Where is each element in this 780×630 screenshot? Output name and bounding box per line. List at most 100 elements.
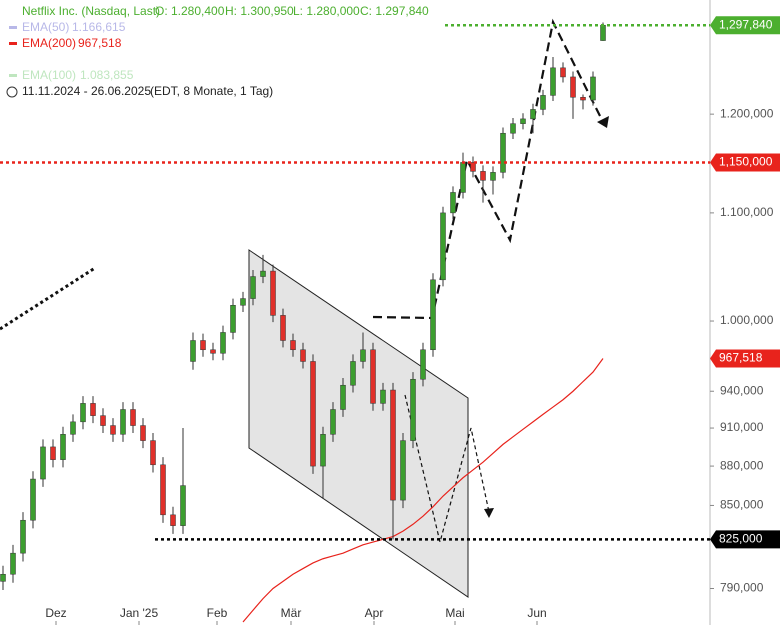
ohlc: L: 1.280,000 <box>293 4 360 18</box>
candle-body <box>360 349 366 362</box>
candle-body <box>130 409 136 426</box>
y-tick-label: 850,000 <box>720 498 764 512</box>
candle-body <box>250 276 256 299</box>
candle-body <box>460 162 466 193</box>
candle-body <box>260 270 266 277</box>
range-note: (EDT, 8 Monate, 1 Tag) <box>150 84 273 98</box>
candle-body <box>480 171 486 181</box>
candle-body <box>590 76 596 101</box>
x-tick-label: Feb <box>207 606 228 620</box>
legend-name: EMA(50) <box>22 20 69 34</box>
candle-body <box>40 446 46 480</box>
candle-body <box>390 389 396 501</box>
candle-body <box>0 573 6 582</box>
candle-body <box>240 298 246 306</box>
candle-body <box>30 478 36 521</box>
candle-body <box>520 118 526 124</box>
legend-swatch <box>9 26 17 29</box>
candle-body <box>140 425 146 441</box>
candle-body <box>90 403 96 416</box>
price-badge <box>710 16 780 35</box>
legend-name: EMA(100) <box>22 68 76 82</box>
candle-body <box>150 440 156 466</box>
badge-label: 1,150,000 <box>719 155 773 169</box>
price-badge <box>710 349 780 368</box>
candle-body <box>570 76 576 98</box>
candle-body <box>190 340 196 362</box>
candle-body <box>160 464 166 516</box>
candle-body <box>470 162 476 172</box>
candle-body <box>210 349 216 354</box>
candle-body <box>420 349 426 380</box>
price-badge <box>710 153 780 172</box>
clock-icon <box>6 86 18 98</box>
candle-body <box>310 361 316 467</box>
ema-line <box>242 358 604 623</box>
candle-body <box>270 270 276 316</box>
candle-body <box>550 67 556 96</box>
y-tick-label: 1.200,000 <box>720 106 774 120</box>
badge-label: 967,518 <box>719 351 763 365</box>
candle-body <box>200 340 206 351</box>
date-range: 11.11.2024 - 26.06.2025 <box>22 84 151 98</box>
candle-body <box>580 97 586 101</box>
ohlc: O: 1.280,400 <box>155 4 225 18</box>
legend-name: EMA(200) <box>22 36 76 50</box>
candle-body <box>450 192 456 214</box>
x-tick-label: Dez <box>45 606 66 620</box>
title: Netflix Inc. (Nasdaq, Last) <box>22 4 160 18</box>
candle-body <box>220 332 226 354</box>
candle-body <box>560 67 566 78</box>
x-tick-label: Jan '25 <box>120 606 159 620</box>
y-tick-label: 880,000 <box>720 458 764 472</box>
price-badge <box>710 530 780 549</box>
y-tick-label: 1.100,000 <box>720 205 774 219</box>
candle-body <box>350 361 356 386</box>
candle-body <box>330 409 336 435</box>
candle-body <box>430 279 436 351</box>
y-tick-label: 790,000 <box>720 581 764 595</box>
candle-body <box>70 421 76 435</box>
x-tick-label: Jun <box>527 606 546 620</box>
candle-body <box>80 403 86 423</box>
legend-value: 1.083,855 <box>80 68 134 82</box>
legend-value: 967,518 <box>78 36 122 50</box>
y-tick-label: 910,000 <box>720 420 764 434</box>
projection <box>372 18 604 320</box>
candle-body <box>530 109 536 120</box>
candle-body <box>440 212 446 281</box>
candle-body <box>490 172 496 181</box>
candle-body <box>100 415 106 426</box>
candle-body <box>290 340 296 351</box>
candle-body <box>230 305 236 333</box>
candle-body <box>320 434 326 467</box>
ohlc: H: 1.300,950 <box>225 4 294 18</box>
candle-body <box>170 514 176 526</box>
candle-body <box>540 95 546 110</box>
candle-body <box>110 425 116 435</box>
candle-body <box>600 24 606 41</box>
candle-body <box>510 123 516 134</box>
candle-body <box>300 349 306 362</box>
trend-line <box>0 266 96 331</box>
candle-body <box>180 485 186 526</box>
candle-body <box>400 440 406 501</box>
x-tick-label: Apr <box>365 606 384 620</box>
candle-body <box>280 315 286 341</box>
candle-body <box>380 389 386 404</box>
candle-body <box>500 132 506 173</box>
candle-body <box>340 384 346 410</box>
candle-body <box>410 378 416 441</box>
ohlc: C: 1.297,840 <box>360 4 429 18</box>
arrow-head <box>597 116 609 128</box>
x-tick-label: Mai <box>445 606 464 620</box>
header: Netflix Inc. (Nasdaq, Last) O: 1.280,400… <box>6 4 429 98</box>
candle-body <box>60 434 66 460</box>
badge-label: 1,297,840 <box>719 17 773 31</box>
candle-body <box>20 519 26 554</box>
x-tick-label: Mär <box>281 606 302 620</box>
candle-body <box>370 349 376 404</box>
y-tick-label: 1.000,000 <box>720 313 774 327</box>
